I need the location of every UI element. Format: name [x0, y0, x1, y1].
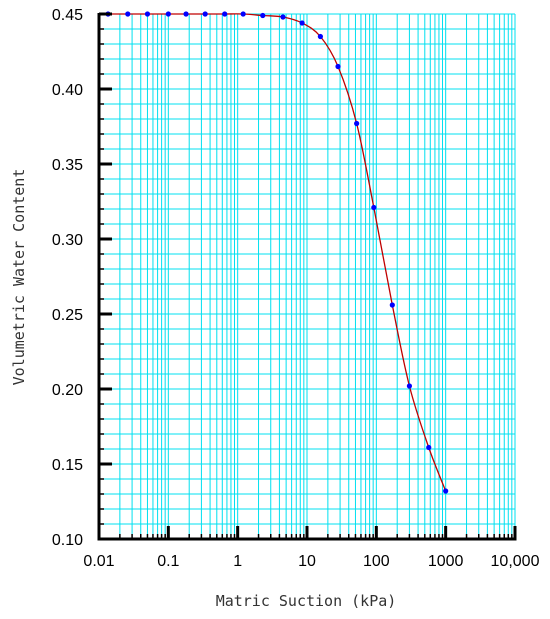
grid	[99, 13, 516, 539]
y-tick-label: 0.10	[52, 532, 83, 549]
tick-labels: 0.01 0.1 1 10 100 1000 10,000 0.10 0.15 0.20 0.25 0…	[52, 7, 540, 570]
y-tick-label: 0.30	[52, 232, 83, 249]
x-tick-label: 0.1	[157, 553, 179, 570]
x-tick-label: 1000	[428, 553, 464, 570]
data-point	[222, 11, 228, 17]
y-tick-label: 0.45	[52, 7, 83, 24]
data-point	[202, 11, 208, 17]
y-tick-label: 0.25	[52, 307, 83, 324]
y-tick-label: 0.20	[52, 382, 83, 399]
data-point	[354, 120, 360, 127]
data-point	[335, 63, 341, 70]
data-point	[144, 11, 151, 17]
data-point	[280, 14, 286, 20]
x-tick-label: 1	[233, 553, 242, 570]
y-axis-title: Volumetric Water Content	[10, 169, 28, 386]
x-axis-title: Matric Suction (kPa)	[216, 592, 397, 610]
data-point	[240, 11, 246, 17]
y-tick-label: 0.35	[52, 157, 83, 174]
data-point	[125, 11, 131, 17]
x-tick-label: 0.01	[83, 553, 114, 570]
data-point	[317, 33, 323, 40]
axes	[97, 12, 517, 541]
data-point	[165, 11, 171, 17]
data-points-layer	[105, 11, 449, 494]
data-point	[371, 204, 377, 211]
y-tick-label: 0.40	[52, 82, 83, 99]
data-point	[406, 383, 413, 389]
data-point	[299, 20, 305, 26]
x-tick-label: 100	[363, 553, 390, 570]
x-tick-label: 10,000	[491, 553, 540, 570]
y-tick-label: 0.15	[52, 457, 83, 474]
data-point	[389, 302, 395, 308]
x-tick-label: 10	[298, 553, 316, 570]
data-point	[260, 12, 266, 19]
data-point	[426, 444, 432, 451]
data-point	[443, 488, 449, 494]
data-point	[183, 11, 189, 17]
